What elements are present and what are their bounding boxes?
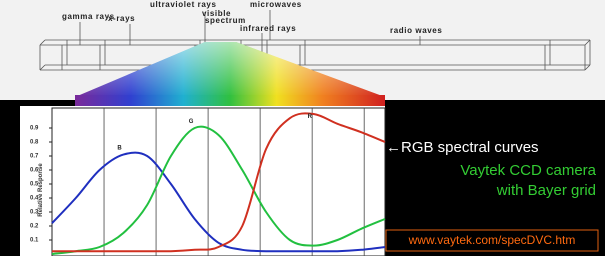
- caption: with Bayer grid: [496, 182, 596, 199]
- spectrum-label: x-rays: [108, 14, 135, 23]
- caption: Vaytek CCD camera: [460, 162, 596, 179]
- y-tick-label: 0.6: [30, 168, 39, 174]
- spectrum-label: gamma rays: [62, 12, 115, 21]
- spectrum-label: radio waves: [390, 26, 442, 35]
- spectrum-label: microwaves: [250, 0, 302, 9]
- url: www.vaytek.com/specDVC.htm: [408, 233, 576, 247]
- curve-label: B: [117, 146, 122, 152]
- y-tick-label: 0.7: [30, 154, 39, 160]
- y-axis-label: Relative Response: [38, 163, 44, 217]
- y-tick-label: 0.5: [30, 182, 39, 188]
- slide: ultraviolet rays microwaves gamma rays x…: [0, 0, 605, 256]
- y-tick-label: 0.4: [30, 196, 39, 202]
- y-tick-label: 0.2: [30, 224, 39, 230]
- spectrum-label: infrared rays: [240, 24, 296, 33]
- curve-label: G: [189, 119, 194, 125]
- y-tick-label: 0.3: [30, 210, 39, 216]
- caption: ←RGB spectral curves: [386, 139, 539, 156]
- visible-bar: [75, 95, 385, 106]
- curve-label: R: [308, 114, 313, 120]
- y-tick-label: 0.1: [30, 238, 39, 244]
- y-tick-label: 0.9: [30, 126, 39, 132]
- chart-bg: [20, 106, 385, 256]
- y-tick-label: 0.8: [30, 140, 39, 146]
- spectrum-label: ultraviolet rays: [150, 0, 217, 9]
